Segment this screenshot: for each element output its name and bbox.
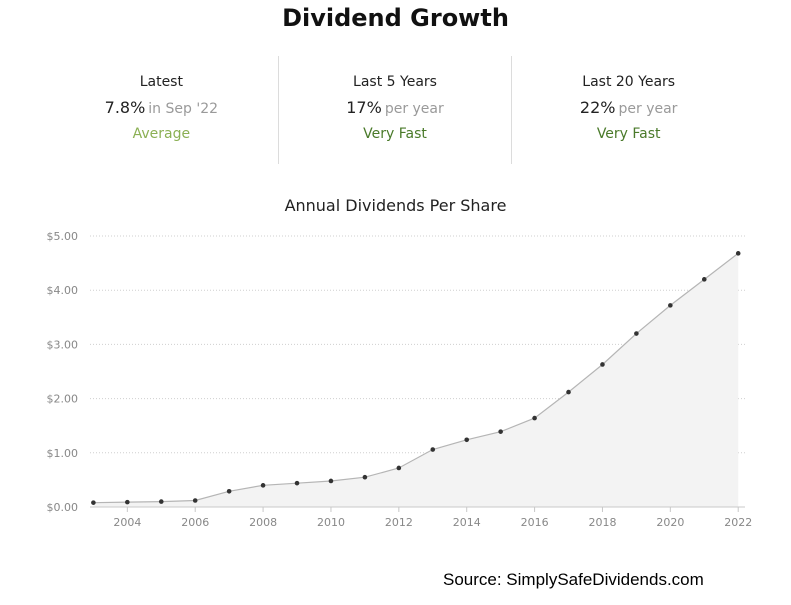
x-tick-label: 2018 xyxy=(588,516,616,529)
area-fill xyxy=(93,253,739,507)
stat-value: 7.8% xyxy=(104,98,146,117)
y-tick-label: $0.00 xyxy=(47,501,79,514)
series-line xyxy=(93,252,739,504)
stat-label: Last 20 Years xyxy=(582,74,676,90)
x-tick-label: 2006 xyxy=(181,516,209,529)
data-point xyxy=(226,488,232,494)
stat-last-20-years: Last 20 Years 22% per year Very Fast xyxy=(511,56,745,164)
data-point xyxy=(91,500,96,505)
stat-suffix: per year xyxy=(384,101,444,117)
data-point xyxy=(328,478,334,484)
x-tick-label: 2008 xyxy=(249,516,277,529)
stat-label: Last 5 Years xyxy=(353,74,437,90)
data-point xyxy=(735,251,741,256)
data-point xyxy=(566,389,571,395)
y-tick-label: $1.00 xyxy=(47,447,79,460)
stat-last-5-years: Last 5 Years 17% per year Very Fast xyxy=(277,56,512,164)
data-point xyxy=(701,277,707,282)
data-point xyxy=(192,498,198,503)
data-point xyxy=(260,483,266,488)
chart-title: Annual Dividends Per Share xyxy=(284,196,507,215)
data-point xyxy=(464,437,470,443)
stat-suffix: in Sep '22 xyxy=(148,101,219,117)
y-tick-label: $4.00 xyxy=(47,284,79,297)
stats-panel: Latest 7.8% in Sep '22 Average Last 5 Yea… xyxy=(45,56,745,164)
stat-latest: Latest 7.8% in Sep '22 Average xyxy=(45,56,278,164)
stat-suffix: per year xyxy=(618,101,678,117)
stat-rating: Very Fast xyxy=(363,126,427,142)
y-tick-label: $5.00 xyxy=(47,230,79,243)
data-point xyxy=(430,447,436,452)
x-tick-label: 2012 xyxy=(385,516,413,529)
x-tick-label: 2016 xyxy=(521,516,549,529)
data-point xyxy=(532,415,537,421)
data-point xyxy=(125,499,130,505)
stat-rating: Average xyxy=(132,126,191,142)
data-point xyxy=(498,429,503,434)
y-tick-label: $3.00 xyxy=(47,338,79,351)
dividends-chart: $0.00 $1.00 $2.00 $3.00 $4.00 $5.00 2004 2006 20… xyxy=(47,230,753,529)
source-caption: Source: SimplySafeDividends.com xyxy=(443,570,704,589)
stat-label: Latest xyxy=(139,74,183,90)
stat-value-row: 22% per year xyxy=(512,98,745,117)
page-title: Dividend Growth xyxy=(282,4,509,32)
y-tick-label: $2.00 xyxy=(47,393,79,406)
stat-value: 17% xyxy=(346,98,382,117)
data-point xyxy=(396,465,402,471)
x-tick-label: 2004 xyxy=(113,516,141,529)
data-point xyxy=(158,499,164,504)
data-point xyxy=(362,474,368,480)
stat-value: 22% xyxy=(579,98,616,117)
stat-rating: Very Fast xyxy=(596,126,661,142)
data-point xyxy=(294,480,300,486)
stat-value-row: 17% per year xyxy=(279,98,512,117)
data-point xyxy=(600,362,605,367)
x-tick-label: 2010 xyxy=(317,516,345,529)
data-point xyxy=(634,331,639,336)
x-tick-label: 2014 xyxy=(453,516,481,529)
data-point xyxy=(668,303,673,308)
x-tick-label: 2022 xyxy=(724,516,752,529)
stat-value-row: 7.8% in Sep '22 xyxy=(45,98,278,117)
x-tick-label: 2020 xyxy=(656,516,684,529)
